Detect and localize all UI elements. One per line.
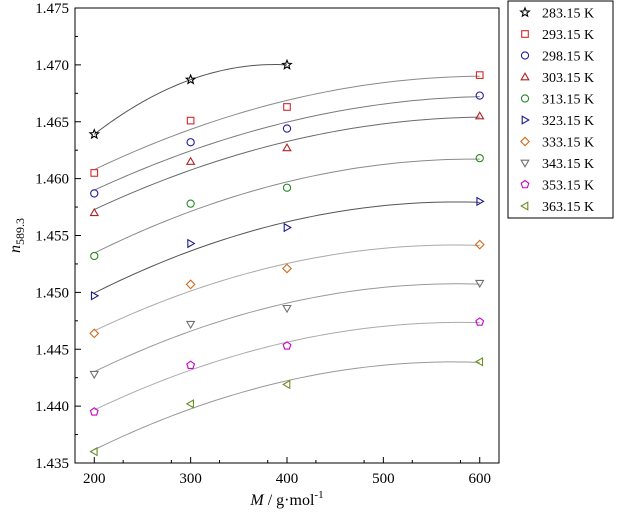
fit-curve bbox=[94, 244, 480, 332]
data-point bbox=[186, 360, 196, 369]
data-point bbox=[475, 91, 484, 100]
x-tick-label: 600 bbox=[468, 471, 491, 487]
data-point bbox=[89, 328, 100, 339]
data-point bbox=[283, 103, 291, 111]
y-axis-title: n589.3 bbox=[7, 218, 27, 253]
legend: 283.15 K 293.15 K 298.15 K 303.15 K 313.15 K… bbox=[507, 0, 614, 219]
data-point bbox=[89, 407, 99, 416]
fit-curve bbox=[94, 283, 480, 373]
legend-marker bbox=[520, 51, 530, 60]
fit-curve bbox=[94, 75, 480, 171]
legend-marker bbox=[521, 115, 530, 125]
fit-lines bbox=[93, 64, 480, 451]
data-point bbox=[282, 379, 291, 390]
data-point bbox=[282, 341, 292, 350]
data-point bbox=[474, 356, 484, 367]
legend-entry-label: 333.15 K bbox=[542, 136, 594, 151]
fit-curve bbox=[93, 64, 288, 135]
data-markers bbox=[88, 58, 485, 457]
y-tick-label: 1.460 bbox=[35, 172, 69, 188]
data-point bbox=[475, 153, 484, 163]
y-tick-label: 1.445 bbox=[35, 342, 69, 358]
fit-curve bbox=[94, 361, 480, 451]
x-axis-title: M / g·mol-1 bbox=[249, 489, 323, 509]
y-tick-label: 1.470 bbox=[35, 58, 69, 74]
y-tick-label: 1.465 bbox=[35, 115, 69, 131]
data-point bbox=[185, 156, 196, 165]
data-point bbox=[185, 320, 196, 330]
x-tick-label: 500 bbox=[372, 471, 395, 487]
data-point bbox=[186, 116, 195, 125]
data-point bbox=[474, 239, 485, 250]
data-point bbox=[88, 128, 101, 140]
data-point bbox=[281, 58, 293, 70]
data-point bbox=[282, 143, 292, 152]
data-point bbox=[185, 399, 194, 409]
data-point bbox=[282, 263, 292, 274]
data-point bbox=[90, 169, 99, 177]
legend-marker bbox=[520, 94, 530, 103]
y-tick-label: 1.450 bbox=[35, 285, 69, 301]
legend-entry-label: 283.15 K bbox=[542, 7, 594, 22]
data-point bbox=[282, 124, 292, 133]
plot-frame bbox=[74, 7, 500, 464]
data-point bbox=[185, 279, 196, 290]
y-tick-label: 1.435 bbox=[35, 456, 69, 472]
fit-curve bbox=[94, 158, 480, 254]
y-tick-label: 1.475 bbox=[35, 1, 69, 17]
legend-entry-label: 293.15 K bbox=[542, 28, 594, 43]
fit-curve bbox=[94, 116, 480, 211]
fit-curve bbox=[94, 201, 480, 294]
data-point bbox=[90, 251, 99, 261]
data-point bbox=[90, 291, 100, 301]
legend-marker bbox=[520, 159, 530, 168]
legend-entry-label: 323.15 K bbox=[542, 114, 594, 129]
y-tick-label: 1.455 bbox=[35, 229, 69, 245]
x-tick-label: 200 bbox=[83, 471, 106, 487]
data-point bbox=[282, 183, 292, 192]
legend-entry-label: 363.15 K bbox=[542, 200, 594, 215]
legend-entry-label: 353.15 K bbox=[542, 179, 594, 194]
legend-marker bbox=[520, 72, 530, 81]
legend-marker bbox=[520, 201, 529, 211]
x-axis: 200 300 400 500 600 bbox=[83, 457, 491, 487]
legend-entry-label: 303.15 K bbox=[542, 71, 594, 86]
data-point bbox=[282, 304, 292, 314]
data-point bbox=[476, 196, 485, 207]
data-point bbox=[283, 222, 292, 233]
data-point bbox=[184, 73, 197, 85]
data-point bbox=[89, 207, 100, 217]
data-point bbox=[186, 199, 195, 208]
legend-marker bbox=[521, 30, 529, 38]
data-point bbox=[89, 370, 100, 380]
data-point bbox=[90, 189, 99, 198]
data-point bbox=[89, 446, 98, 457]
data-point bbox=[474, 279, 485, 289]
y-tick-label: 1.440 bbox=[35, 399, 69, 415]
x-tick-label: 300 bbox=[179, 471, 202, 487]
legend-entry-label: 343.15 K bbox=[542, 157, 594, 172]
data-point bbox=[474, 111, 485, 120]
legend-marker bbox=[520, 136, 530, 147]
legend-marker bbox=[520, 179, 530, 189]
x-tick-label: 400 bbox=[276, 471, 299, 487]
y-axis: 1.435 1.440 1.445 1.450 1.455 1.460 1.465 1.470… bbox=[35, 1, 81, 472]
legend-entry-label: 298.15 K bbox=[542, 50, 594, 65]
data-point bbox=[475, 317, 485, 326]
legend-entry-label: 313.15 K bbox=[542, 93, 594, 108]
fit-curve bbox=[94, 321, 480, 411]
fit-curve bbox=[94, 96, 480, 191]
data-point bbox=[186, 138, 195, 147]
legend-marker bbox=[519, 6, 531, 18]
data-point bbox=[187, 238, 196, 249]
data-point bbox=[475, 71, 484, 79]
